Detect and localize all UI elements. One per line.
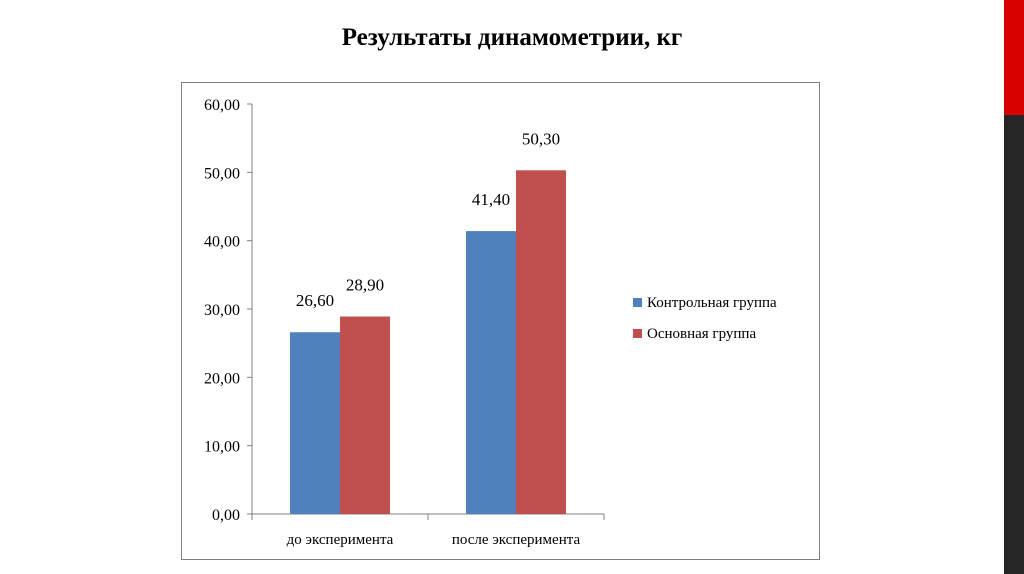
legend-label: Основная группа	[647, 326, 756, 342]
y-tick-label: 30,00	[204, 302, 240, 319]
slide-title: Результаты динамометрии, кг	[341, 24, 683, 51]
y-tick-label: 20,00	[204, 370, 240, 387]
bar	[516, 170, 566, 515]
accent-bar-red	[1004, 0, 1024, 115]
y-tick-label: 10,00	[204, 439, 240, 456]
y-tick-label: 40,00	[204, 234, 240, 251]
bar-value-label: 41,40	[472, 190, 510, 209]
y-tick-label: 0,00	[212, 507, 240, 524]
legend-swatch	[633, 298, 642, 307]
bar-value-label: 50,30	[522, 129, 560, 148]
bar	[290, 332, 340, 514]
bar	[340, 316, 390, 514]
legend-label: Контрольная группа	[647, 295, 777, 311]
y-tick-label: 50,00	[204, 165, 240, 182]
y-tick-label: 60,00	[204, 97, 240, 114]
x-category-label: после эксперимента	[452, 532, 581, 548]
legend-swatch	[633, 329, 642, 338]
bar	[466, 231, 516, 514]
bar-value-label: 26,60	[296, 291, 334, 310]
chart-frame	[181, 82, 820, 560]
accent-bar-dark	[1004, 115, 1024, 574]
bar-value-label: 28,90	[346, 276, 384, 295]
x-category-label: до эксперимента	[287, 532, 394, 548]
